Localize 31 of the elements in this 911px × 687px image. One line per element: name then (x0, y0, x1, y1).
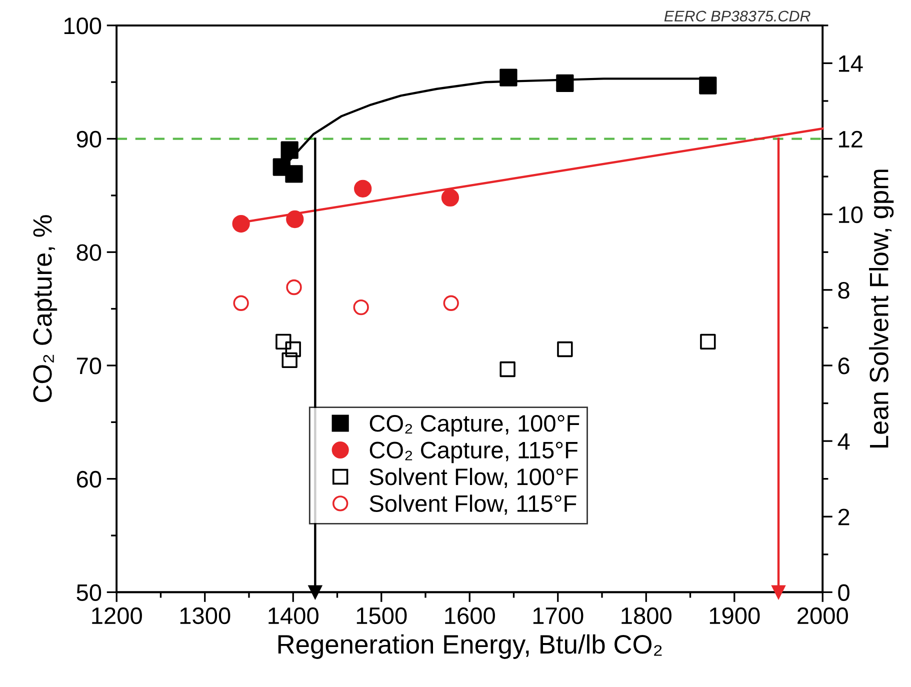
x-tick-label: 1200 (92, 607, 142, 624)
y-tick-label: 100 (64, 17, 102, 34)
y-tick-label: 70 (76, 358, 102, 374)
legend-label: CO₂ Capture, 115°F (370, 442, 578, 464)
text: EERC BP38375.CDR (664, 10, 810, 22)
y-tick-label: 90 (76, 130, 102, 148)
y2-axis-title: Lean Solvent Flow, gpm (869, 170, 894, 448)
y2-tick-label: 0 (838, 584, 850, 601)
x-tick-label: 2000 (798, 607, 848, 624)
y-tick-label: 50 (76, 584, 102, 601)
y2-tick-label: 2 (838, 508, 850, 526)
y-axis-title: CO₂ Capture, % (33, 215, 58, 402)
y-tick-label: 80 (76, 244, 102, 261)
x-tick-label: 1300 (180, 607, 230, 624)
y2-tick-label: 10 (839, 206, 863, 224)
x-tick-label: 1400 (268, 607, 318, 624)
y2-tick-label: 6 (838, 358, 850, 374)
x-axis-title: Regeneration Energy, Btu/lb CO₂ (278, 634, 662, 659)
legend-label: CO₂ Capture, 100°F (370, 415, 580, 436)
x-tick-label: 1700 (533, 607, 584, 624)
x-tick-label: 1500 (356, 607, 407, 624)
y2-tick-label: 14 (839, 56, 863, 72)
x-tick-label: 1900 (710, 607, 760, 624)
y-tick-label: 60 (76, 470, 102, 488)
x-tick-label: 1800 (622, 607, 672, 624)
y2-tick-label: 4 (838, 433, 850, 450)
legend-label: Solvent Flow, 115°F (370, 494, 576, 515)
legend-label: Solvent Flow, 100°F (370, 468, 578, 488)
y2-tick-label: 12 (839, 130, 862, 148)
x-tick-label: 1600 (445, 607, 495, 624)
y2-tick-label: 8 (838, 282, 850, 299)
